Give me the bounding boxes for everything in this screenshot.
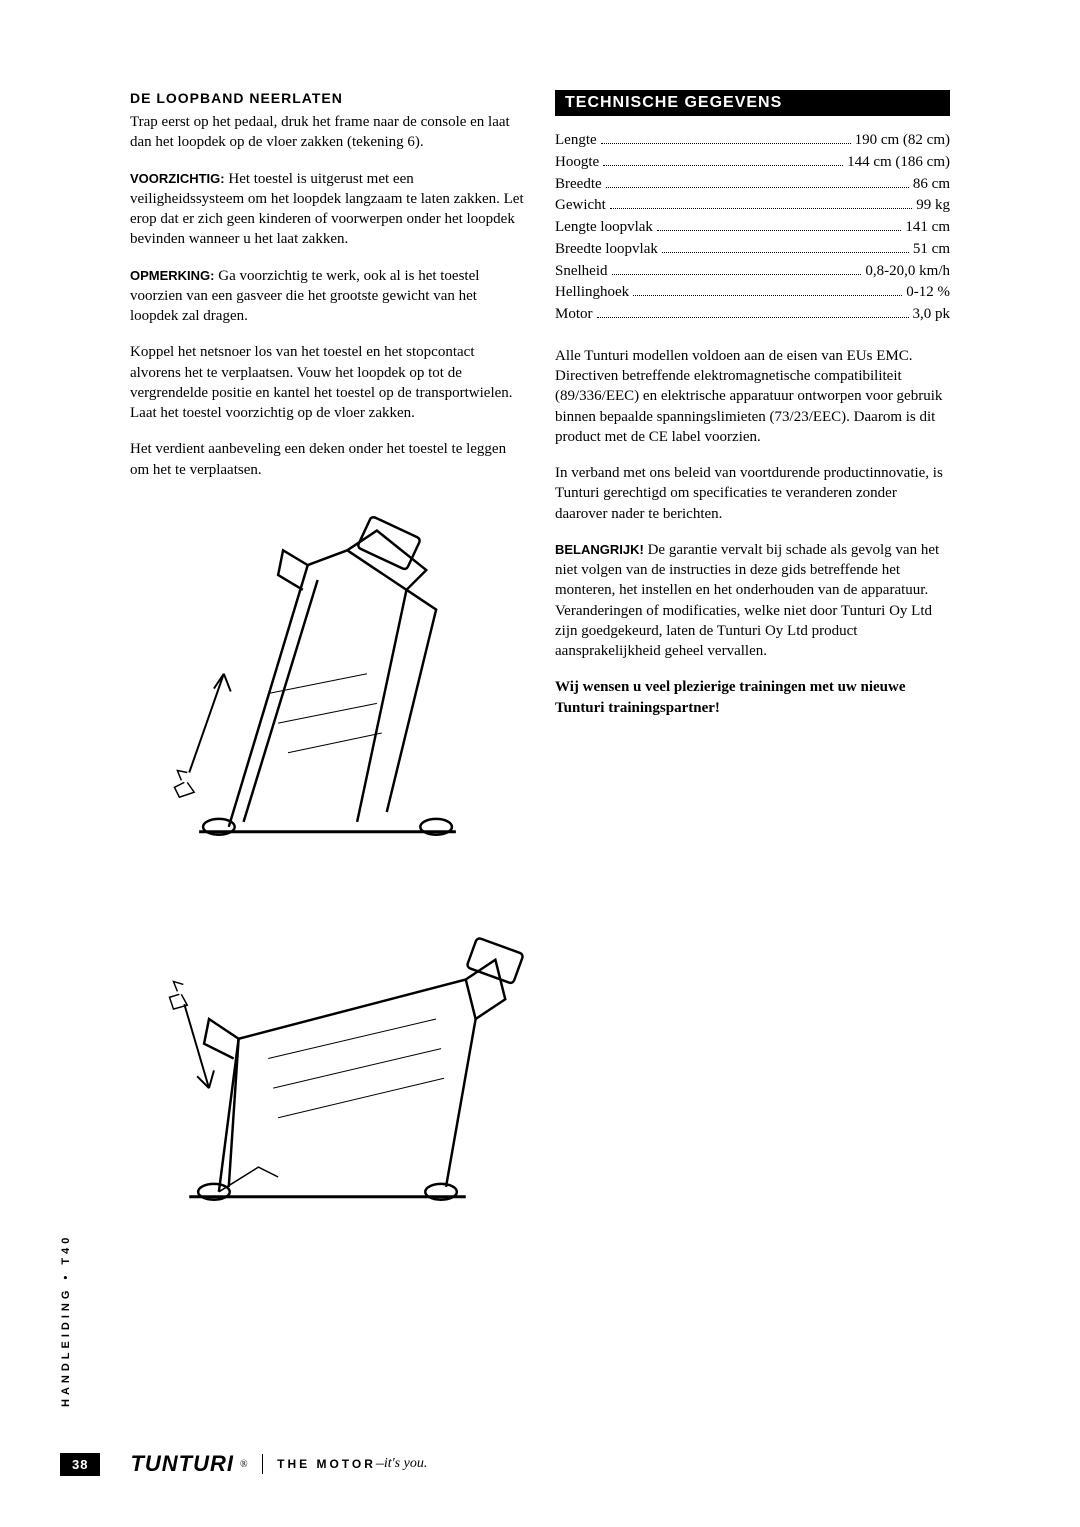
note-label: OPMERKING: [130,268,215,283]
spec-row: Gewicht 99 kg [555,195,950,217]
spec-label: Hellinghoek [555,282,629,304]
spec-dots [662,252,909,253]
left-p2: VOORZICHTIG: Het toestel is uitgerust me… [130,169,525,250]
spec-row: Hoogte 144 cm (186 cm) [555,152,950,174]
spec-dots [612,274,862,275]
spec-value: 0,8-20,0 km/h [865,261,950,283]
spec-dots [597,317,909,318]
spec-value: 86 cm [913,174,950,196]
spec-label: Snelheid [555,261,608,283]
spec-row: Motor 3,0 pk [555,304,950,326]
spec-row: Lengte loopvlak 141 cm [555,217,950,239]
spec-value: 144 cm (186 cm) [847,152,950,174]
spec-label: Lengte loopvlak [555,217,653,239]
page-footer: 38 TUNTURI ® THE MOTOR – it's you. [0,1451,1080,1477]
spec-row: Snelheid 0,8-20,0 km/h [555,261,950,283]
spec-value: 190 cm (82 cm) [855,130,950,152]
side-label: HANDLEIDING • T40 [60,1234,72,1407]
registered-mark: ® [240,1459,248,1470]
right-p1: Alle Tunturi modellen voldoen aan de eis… [555,346,950,447]
treadmill-diagram [130,496,525,1236]
closing-message: Wij wensen u veel plezierige trainingen … [555,677,950,718]
right-column: TECHNISCHE GEGEVENS Lengte 190 cm (82 cm… [555,90,950,1236]
left-p3: OPMERKING: Ga voorzichtig te werk, ook a… [130,266,525,327]
spec-label: Breedte [555,174,602,196]
spec-row: Breedte loopvlak 51 cm [555,239,950,261]
page-content: DE LOOPBAND NEERLATEN Trap eerst op het … [130,90,950,1236]
specs-table: Lengte 190 cm (82 cm)Hoogte 144 cm (186 … [555,130,950,326]
tagline-strong: THE MOTOR [277,1457,376,1471]
spec-row: Lengte 190 cm (82 cm) [555,130,950,152]
treadmill-lowering-icon [130,861,525,1217]
footer-divider [262,1454,264,1474]
spec-label: Breedte loopvlak [555,239,658,261]
spec-row: Breedte 86 cm [555,174,950,196]
spec-label: Lengte [555,130,597,152]
left-p1: Trap eerst op het pedaal, druk het frame… [130,112,525,153]
spec-dots [633,295,902,296]
right-p3: BELANGRIJK! De garantie vervalt bij scha… [555,540,950,662]
page-number: 38 [60,1453,100,1476]
brand-logo: TUNTURI [130,1451,234,1477]
spec-value: 141 cm [905,217,950,239]
tech-specs-heading: TECHNISCHE GEGEVENS [555,90,950,116]
right-p2: In verband met ons beleid van voortduren… [555,463,950,524]
spec-label: Motor [555,304,593,326]
important-text: De garantie vervalt bij schade als gevol… [555,542,939,659]
left-p4: Koppel het netsnoer los van het toestel … [130,342,525,423]
spec-dots [603,165,843,166]
spec-dots [610,208,912,209]
spec-row: Hellinghoek 0-12 % [555,282,950,304]
spec-dots [601,143,851,144]
tagline-dash: – [376,1455,384,1473]
spec-dots [657,230,902,231]
spec-label: Gewicht [555,195,606,217]
tagline-em: it's you. [384,1456,427,1472]
caution-label: VOORZICHTIG: [130,171,225,186]
spec-value: 51 cm [913,239,950,261]
treadmill-folded-icon [130,496,525,852]
important-label: BELANGRIJK! [555,542,644,557]
spec-label: Hoogte [555,152,599,174]
spec-value: 99 kg [916,195,950,217]
spec-value: 3,0 pk [913,304,951,326]
left-heading: DE LOOPBAND NEERLATEN [130,90,525,106]
spec-value: 0-12 % [906,282,950,304]
left-column: DE LOOPBAND NEERLATEN Trap eerst op het … [130,90,525,1236]
spec-dots [606,187,909,188]
left-p5: Het verdient aanbeveling een deken onder… [130,439,525,480]
